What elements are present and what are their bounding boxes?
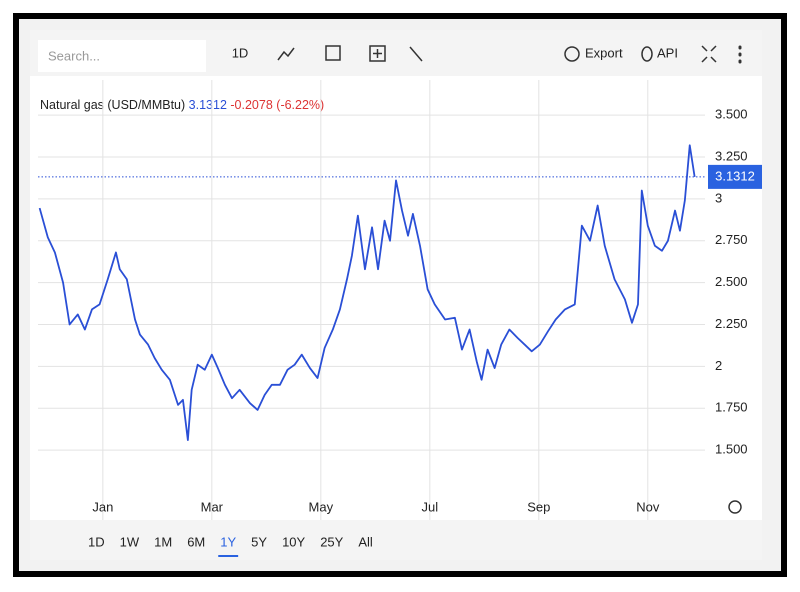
y-tick-label: 2.250 bbox=[715, 316, 748, 331]
range-button[interactable]: All bbox=[358, 534, 373, 549]
range-button[interactable]: 1D bbox=[88, 534, 105, 549]
y-tick-label: 2.750 bbox=[715, 232, 748, 247]
range-button[interactable]: 5Y bbox=[251, 534, 267, 549]
interval-button[interactable]: 1D bbox=[232, 45, 249, 60]
search-box[interactable] bbox=[38, 40, 206, 72]
x-tick-label: Nov bbox=[636, 499, 660, 514]
y-tick-label: 3.500 bbox=[715, 107, 748, 122]
y-tick-label: 2.500 bbox=[715, 274, 748, 289]
search-placeholder[interactable]: Search... bbox=[48, 48, 100, 63]
chart-area bbox=[30, 76, 762, 520]
x-tick-label: May bbox=[309, 499, 334, 514]
add-icon-plus bbox=[373, 49, 382, 58]
api-icon[interactable] bbox=[641, 46, 653, 62]
x-tick-label: Jan bbox=[92, 499, 113, 514]
range-bar: 1D 1W 1M 6M 1Y 5Y 10Y 25Y All bbox=[88, 534, 373, 557]
chart-type-icon[interactable] bbox=[277, 47, 295, 61]
x-tick-label: Mar bbox=[201, 499, 224, 514]
plot: 1.500 1.750 2 2.250 2.500 2.750 3 3.250 3.500 Jan… bbox=[38, 80, 762, 520]
x-tick-label: Jul bbox=[421, 499, 438, 514]
x-tick-label: Sep bbox=[527, 499, 550, 514]
calendar-icon[interactable] bbox=[325, 45, 341, 61]
y-tick-label: 3 bbox=[715, 190, 722, 205]
add-icon[interactable] bbox=[369, 45, 386, 62]
range-button[interactable]: 1Y bbox=[220, 534, 236, 549]
settings-icon[interactable] bbox=[728, 500, 742, 514]
price-tag-label: 3.1312 bbox=[715, 168, 755, 183]
change-percent: (-6.22%) bbox=[276, 98, 324, 112]
chart-header: Natural gas (USD/MMBtu) 3.1312 -0.2078 (… bbox=[40, 98, 324, 112]
y-tick-label: 1.750 bbox=[715, 400, 748, 415]
range-button[interactable]: 6M bbox=[187, 534, 205, 549]
y-tick-label: 1.500 bbox=[715, 442, 748, 457]
last-price: 3.1312 bbox=[189, 98, 227, 112]
tools-icon[interactable] bbox=[409, 46, 423, 62]
range-button[interactable]: 25Y bbox=[320, 534, 343, 549]
range-button[interactable]: 1M bbox=[154, 534, 172, 549]
change: -0.2078 bbox=[230, 98, 272, 112]
y-tick-label: 3.250 bbox=[715, 148, 748, 163]
export-button[interactable]: Export bbox=[585, 45, 623, 60]
export-icon[interactable] bbox=[564, 46, 580, 62]
fullscreen-icon[interactable] bbox=[701, 45, 717, 63]
api-button[interactable]: API bbox=[657, 45, 678, 60]
instrument-name: Natural gas (USD/MMBtu) bbox=[40, 98, 185, 112]
price-tag bbox=[708, 164, 762, 189]
range-button[interactable]: 1W bbox=[120, 534, 140, 549]
y-tick-label: 2 bbox=[715, 358, 722, 373]
range-button[interactable]: 10Y bbox=[282, 534, 305, 549]
price-line bbox=[38, 144, 696, 441]
